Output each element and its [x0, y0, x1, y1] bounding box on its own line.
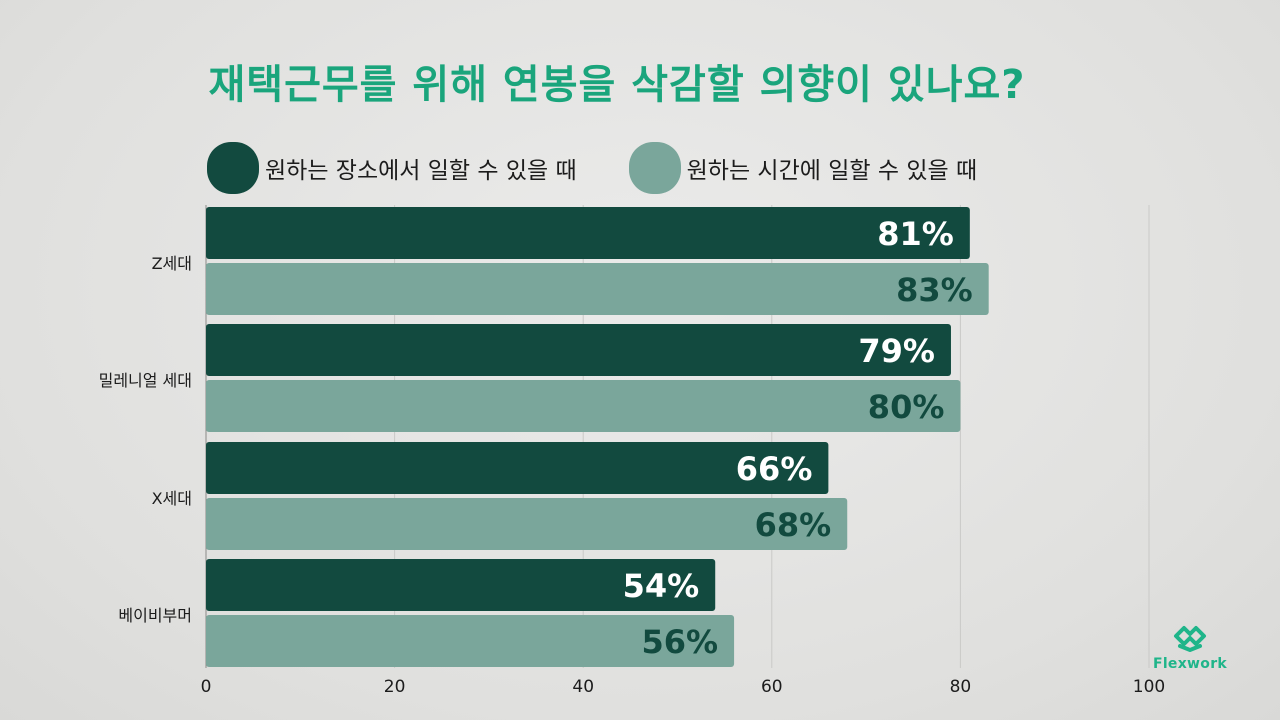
category-label: 밀레니얼 세대	[99, 371, 192, 390]
category-label: X세대	[152, 489, 192, 508]
bar-data-label: 81%	[877, 215, 954, 253]
bar-time	[206, 263, 989, 315]
category-label: 베이비부머	[118, 606, 192, 625]
x-tick-label: 80	[950, 677, 972, 697]
chart-legend: 원하는 장소에서 일할 수 있을 때 원하는 시간에 일할 수 있을 때	[207, 142, 1029, 194]
bar-data-label: 54%	[623, 567, 700, 605]
bar-data-label: 83%	[896, 271, 973, 309]
bar-data-label: 66%	[736, 450, 813, 488]
bar-place	[206, 559, 716, 611]
flexwork-logo: Flexwork	[1148, 622, 1232, 672]
x-tick-label: 0	[201, 677, 212, 697]
x-tick-label: 100	[1133, 677, 1165, 697]
legend-label-place: 원하는 장소에서 일할 수 있을 때	[265, 158, 577, 184]
legend-item-time: 원하는 시간에 일할 수 있을 때	[628, 142, 978, 194]
bar-time	[206, 380, 961, 432]
x-tick-label: 40	[572, 677, 594, 697]
x-tick-label: 20	[384, 677, 406, 697]
bar-data-label: 79%	[858, 332, 935, 370]
bar-data-label: 68%	[755, 506, 832, 544]
bar-place	[206, 207, 970, 259]
chart-title: 재택근무를 위해 연봉을 삭감할 의향이 있나요?	[208, 62, 1026, 108]
bar-place	[206, 442, 829, 494]
legend-item-place: 원하는 장소에서 일할 수 있을 때	[207, 142, 577, 194]
logo-text: Flexwork	[1152, 656, 1228, 672]
bar-data-label: 80%	[868, 388, 945, 426]
flexwork-logo-icon	[1174, 626, 1206, 653]
category-label: Z세대	[152, 254, 192, 273]
legend-label-time: 원하는 시간에 일할 수 있을 때	[686, 158, 978, 184]
x-tick-label: 60	[761, 677, 783, 697]
bar-data-label: 56%	[641, 623, 718, 661]
legend-swatch-place	[207, 142, 259, 194]
legend-swatch-time	[628, 142, 681, 194]
bar-place	[206, 324, 951, 376]
bar-time	[206, 498, 848, 550]
bar-time	[206, 615, 735, 667]
